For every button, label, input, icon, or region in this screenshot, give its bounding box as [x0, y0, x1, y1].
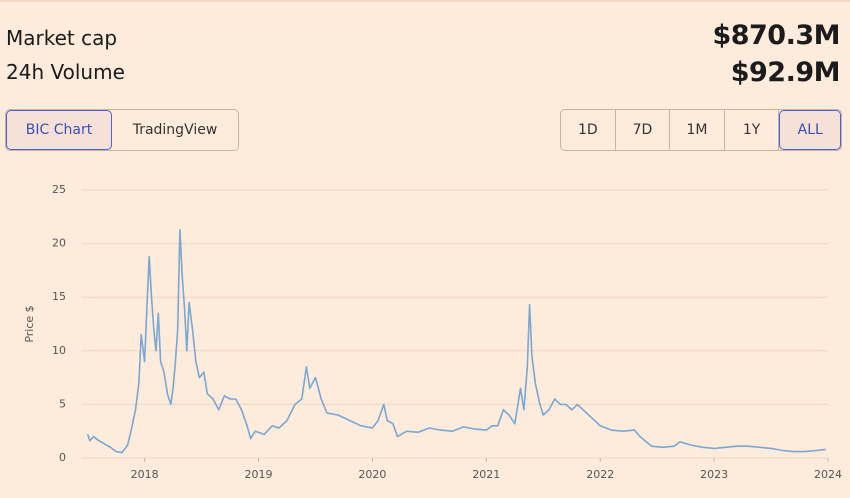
y-tick-label: 5 — [59, 397, 66, 410]
tab-button[interactable]: 1D — [561, 110, 616, 150]
tab-button[interactable]: TradingView — [132, 122, 218, 138]
x-tick-label: 2019 — [245, 468, 273, 481]
tab-button[interactable]: 1M — [670, 110, 725, 150]
x-tick-label: 2018 — [131, 468, 159, 481]
period-tabs: 1D 7D 1M 1Y ALL — [560, 109, 842, 151]
y-tick-label: 10 — [52, 344, 66, 357]
price-line — [86, 228, 826, 454]
stat-value: $870.3M — [712, 20, 840, 51]
y-axis-label: Price $ — [23, 305, 36, 342]
y-tick-label: 0 — [59, 451, 66, 464]
y-tick-label: 15 — [52, 290, 66, 303]
x-tick-label: 2021 — [472, 468, 500, 481]
stat-value: $92.9M — [730, 57, 841, 88]
y-tick-label: 20 — [52, 237, 66, 250]
tab-button[interactable]: BIC Chart — [6, 110, 112, 150]
tab-button[interactable]: 1Y — [725, 110, 780, 150]
x-tick-label: 2023 — [700, 468, 728, 481]
tab-button[interactable]: 7D — [616, 110, 671, 150]
x-tick-label: 2024 — [814, 468, 842, 481]
view-tabs: BIC Chart TradingView — [5, 109, 239, 151]
x-tick-label: 2020 — [358, 468, 386, 481]
stat-label: 24h Volume — [6, 60, 125, 84]
x-tick-label: 2022 — [586, 468, 614, 481]
tab-button[interactable]: ALL — [779, 110, 841, 150]
stat-label: Market cap — [6, 26, 118, 50]
y-tick-label: 25 — [52, 183, 66, 196]
